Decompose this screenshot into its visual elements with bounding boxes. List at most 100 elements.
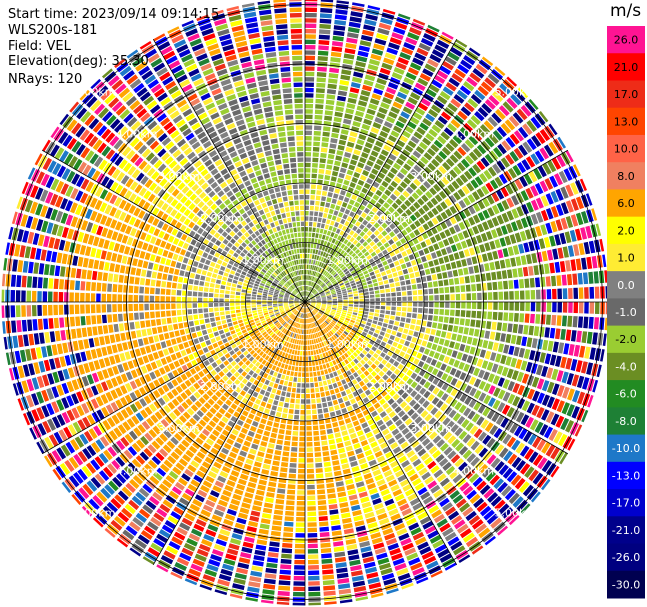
ppi-gate <box>489 352 497 362</box>
ppi-gate <box>589 347 596 360</box>
ppi-gate <box>532 390 540 402</box>
ppi-gate <box>415 188 424 197</box>
ppi-gate <box>431 49 445 59</box>
ppi-gate <box>140 320 146 328</box>
ppi-gate <box>395 158 405 166</box>
ppi-gate <box>319 163 326 169</box>
ppi-gate <box>331 366 336 372</box>
ppi-gate <box>267 398 274 404</box>
ppi-gate <box>345 328 350 333</box>
ppi-gate <box>209 317 215 323</box>
ppi-gate <box>377 277 383 282</box>
ppi-gate <box>310 248 313 254</box>
ppi-gate <box>324 385 329 391</box>
ppi-gate <box>387 273 393 279</box>
ppi-gate <box>379 411 387 418</box>
ppi-gate <box>252 466 261 473</box>
ppi-gate <box>262 306 267 309</box>
ppi-gate <box>119 352 126 362</box>
ppi-gate <box>447 236 455 245</box>
ppi-gate <box>310 195 315 200</box>
ppi-gate <box>546 381 555 394</box>
ppi-gate <box>251 565 263 572</box>
ppi-gate <box>225 314 231 319</box>
ppi-gate <box>395 62 407 70</box>
ppi-gate <box>530 302 536 312</box>
ppi-gate <box>486 194 495 205</box>
ppi-gate <box>358 535 369 543</box>
ppi-gate <box>363 377 370 384</box>
ppi-gate <box>417 235 424 242</box>
ppi-gate <box>305 243 308 248</box>
ppi-gate <box>329 314 334 318</box>
ppi-gate <box>432 387 440 395</box>
ppi-gate <box>456 351 463 360</box>
ppi-gate <box>356 139 365 146</box>
ppi-gate <box>487 116 498 128</box>
ppi-gate <box>318 414 324 420</box>
ppi-gate <box>443 187 452 196</box>
ppi-gate <box>306 280 309 286</box>
ppi-gate <box>474 176 484 186</box>
ppi-gate <box>508 514 520 526</box>
ppi-gate <box>320 282 324 286</box>
ppi-gate <box>417 102 429 112</box>
ppi-gate <box>578 302 584 314</box>
ppi-gate <box>365 244 371 251</box>
ppi-gate <box>374 202 382 209</box>
ppi-gate <box>486 219 495 229</box>
ppi-gate <box>505 333 512 344</box>
ppi-gate <box>463 54 476 66</box>
ppi-gate <box>339 167 347 174</box>
ppi-gate <box>417 360 425 368</box>
ppi-gate <box>363 24 376 32</box>
ppi-gate <box>536 439 547 451</box>
ppi-gate <box>487 166 497 177</box>
ppi-gate <box>342 290 347 294</box>
ppi-gate <box>435 204 444 213</box>
ppi-gate <box>491 204 500 215</box>
ppi-gate <box>374 290 380 294</box>
ppi-gate <box>341 354 346 360</box>
ppi-gate <box>576 375 585 389</box>
ppi-gate <box>309 211 314 216</box>
ppi-gate <box>335 313 340 317</box>
ppi-gate <box>405 395 413 404</box>
ppi-gate <box>319 290 324 294</box>
ppi-gate <box>335 205 341 211</box>
ppi-gate <box>414 366 421 374</box>
ppi-gate <box>308 281 311 286</box>
ppi-gate <box>407 307 412 312</box>
ppi-gate <box>583 316 589 329</box>
ppi-gate <box>340 390 347 397</box>
ppi-gate <box>441 372 449 381</box>
ppi-gate <box>370 302 375 305</box>
ppi-gate <box>265 567 277 574</box>
ppi-gate <box>455 380 463 389</box>
ppi-gate <box>296 388 301 393</box>
ppi-gate <box>340 284 345 288</box>
ppi-gate <box>550 275 557 287</box>
ppi-gate <box>518 347 525 358</box>
ppi-gate <box>361 385 368 392</box>
ppi-gate <box>363 356 369 362</box>
ppi-gate <box>311 232 316 238</box>
ppi-gate <box>322 252 327 257</box>
ppi-gate <box>315 387 320 393</box>
ppi-gate <box>343 306 348 309</box>
ppi-gate <box>574 424 583 437</box>
ppi-gate <box>293 344 296 350</box>
ppi-gate <box>371 370 377 377</box>
ppi-gate <box>578 242 585 256</box>
ppi-gate <box>318 262 322 267</box>
ppi-gate <box>496 189 505 200</box>
ppi-gate <box>500 157 511 168</box>
ppi-gate <box>423 166 433 175</box>
ppi-gate <box>575 360 583 373</box>
ppi-gate <box>503 312 509 321</box>
ppi-gate <box>158 333 165 341</box>
ppi-gate <box>337 296 343 299</box>
ppi-gate <box>305 291 306 296</box>
ppi-gate <box>377 263 383 269</box>
ppi-gate <box>554 261 561 273</box>
